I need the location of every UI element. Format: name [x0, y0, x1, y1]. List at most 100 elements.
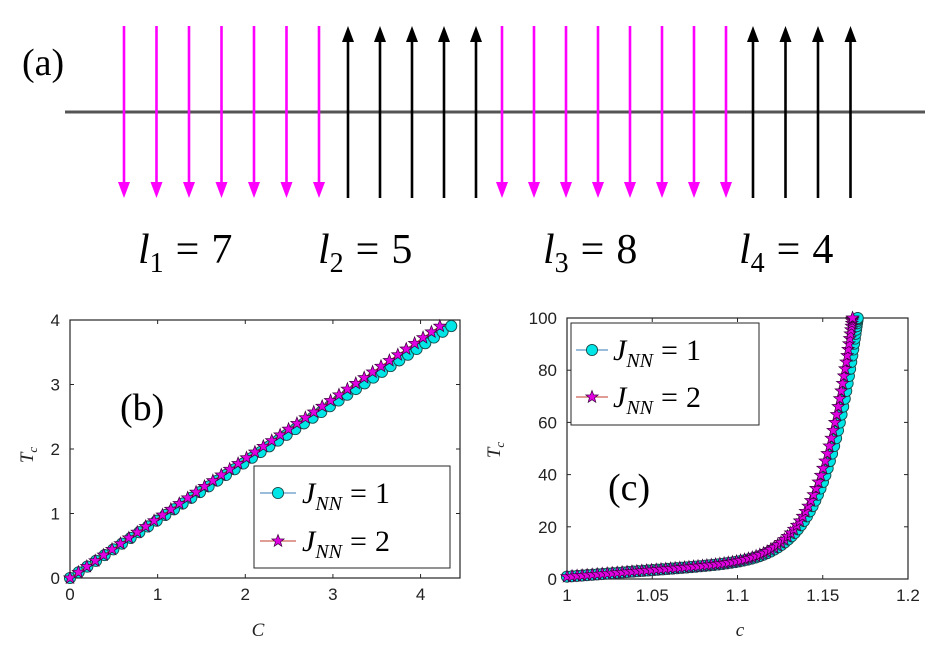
spin-down-arrow-head	[560, 182, 572, 198]
panel-b-ylabel-var: T	[17, 451, 38, 463]
y-tick-label: 4	[51, 311, 60, 330]
spin-down-arrow-head	[118, 182, 130, 198]
data-point-star	[824, 430, 839, 445]
domain-equals: =	[356, 227, 380, 273]
legend-var: J	[613, 381, 628, 414]
data-point-star	[104, 541, 120, 556]
x-tick-label: 1.15	[806, 586, 839, 605]
data-point-star	[373, 358, 389, 373]
domain-sub: 1	[150, 248, 164, 279]
data-point-star	[163, 501, 179, 516]
y-tick-label: 80	[538, 361, 557, 380]
data-point-star	[845, 310, 860, 325]
data-point-star	[822, 438, 837, 453]
data-point-star	[155, 507, 170, 522]
spin-up-arrow-head	[374, 26, 386, 42]
data-point-star	[365, 364, 380, 379]
legend-marker	[585, 343, 599, 357]
panel-a-label: (a)	[22, 42, 64, 84]
data-point-star	[264, 433, 279, 447]
domain-sub: 2	[330, 248, 344, 279]
data-point-star	[205, 473, 221, 487]
data-point-star	[831, 399, 846, 413]
data-point-star	[357, 370, 372, 384]
spin-down-arrow-head	[496, 182, 508, 198]
data-point-star	[230, 456, 246, 470]
legend-label: JNN = 2	[613, 381, 701, 419]
data-point-star	[180, 490, 195, 504]
panel-c-ylabel-var: T	[484, 446, 505, 458]
data-point-star	[390, 347, 405, 361]
panel-b-ylabel: Tc	[17, 447, 40, 464]
legend-sub: NN	[625, 350, 654, 372]
domain-equals: =	[176, 227, 200, 273]
legend-label: JNN = 1	[302, 477, 390, 515]
legend-value: 1	[686, 334, 701, 367]
domain-length-label: l3 = 8	[543, 227, 637, 279]
data-point-star	[820, 446, 835, 460]
domain-sub: 4	[751, 248, 765, 279]
spin-up-arrow-head	[779, 26, 792, 42]
data-point-star	[399, 341, 414, 356]
legend-sub: NN	[625, 397, 654, 419]
panel-b-label: (b)	[120, 387, 164, 429]
data-point-star	[113, 536, 128, 550]
spin-down-arrow-head	[720, 182, 732, 198]
spin-down-arrow-head	[528, 182, 540, 198]
panel-a-spin-chain: (a) l1 = 7 l2 = 5 l3 = 8 l4 = 4	[22, 26, 925, 279]
y-tick-label: 0	[51, 569, 60, 588]
y-tick-label: 60	[538, 413, 557, 432]
data-point-star	[281, 421, 296, 436]
data-point-star	[348, 375, 363, 390]
data-point-star	[62, 570, 78, 585]
legend-label: JNN = 2	[302, 525, 390, 563]
data-point-star	[197, 478, 212, 493]
spin-down-arrow-head	[150, 182, 163, 198]
panel-c-ylabel: Tc	[484, 442, 507, 459]
data-point-star	[834, 383, 849, 398]
domain-var: l	[138, 227, 150, 273]
spin-up-arrow-head	[342, 26, 354, 42]
legend-marker	[584, 389, 600, 404]
legend-label: JNN = 1	[613, 334, 701, 372]
y-tick-label: 20	[538, 518, 557, 537]
x-tick-label: 0	[65, 585, 74, 604]
spin-down-arrow-head	[215, 182, 228, 198]
panel-c-label: (c)	[608, 467, 650, 509]
x-tick-label: 1	[153, 585, 162, 604]
domain-var: l	[318, 227, 330, 273]
x-tick-label: 1.1	[726, 586, 750, 605]
y-tick-label: 2	[51, 440, 60, 459]
domain-value: 5	[391, 227, 412, 273]
domain-var: l	[543, 227, 555, 273]
spin-down-arrow-head	[280, 182, 293, 198]
data-point-star	[424, 324, 439, 339]
domain-var: l	[739, 227, 751, 273]
data-point-star	[815, 460, 831, 475]
data-point-star	[146, 513, 162, 527]
spin-down-arrow-head	[688, 182, 700, 198]
spin-up-arrow-head	[470, 26, 482, 42]
panel-c-series	[559, 310, 864, 583]
legend-equals: =	[350, 525, 367, 558]
spin-down-arrow-head	[183, 182, 195, 198]
panel-b-ylabel-sub: c	[25, 447, 40, 453]
data-point-star	[829, 407, 844, 421]
spin-down-arrow-head	[248, 182, 260, 198]
legend-var: J	[302, 477, 317, 510]
legend-marker	[271, 486, 285, 500]
data-point-star	[382, 353, 397, 367]
panel-b-legend: JNN = 1 JNN = 2	[253, 465, 451, 569]
spin-down-arrow-head	[592, 182, 604, 198]
data-point-star	[818, 453, 833, 468]
spin-down-arrow-head	[624, 182, 636, 198]
spin-arrows	[118, 26, 857, 198]
domain-value: 4	[812, 227, 833, 273]
data-point-star	[331, 387, 347, 401]
domain-length-label: l1 = 7	[138, 227, 232, 279]
domain-equals: =	[777, 227, 801, 273]
legend-marker	[270, 533, 286, 548]
